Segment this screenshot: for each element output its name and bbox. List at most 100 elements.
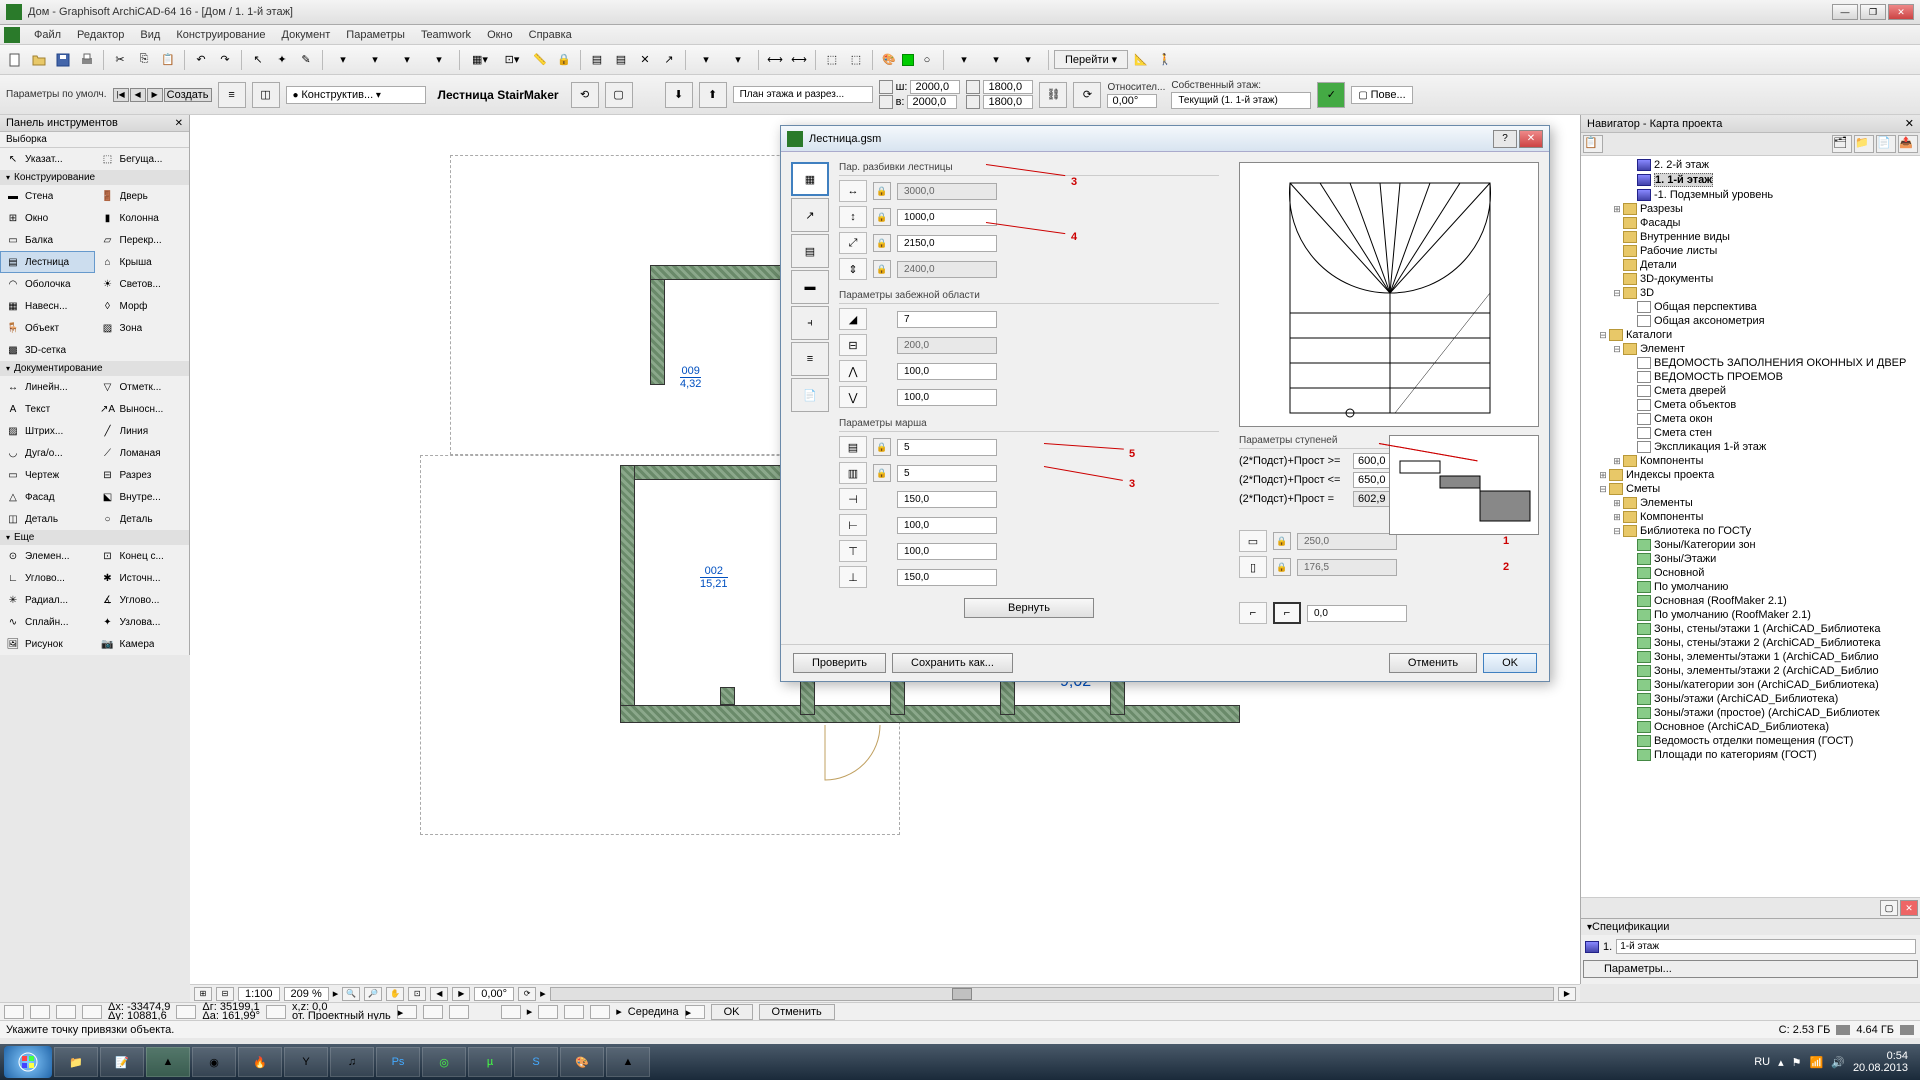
trace-icon[interactable]: ⬚ (821, 49, 843, 71)
menu-design[interactable]: Конструирование (168, 27, 273, 43)
coord-icon[interactable] (449, 1005, 469, 1019)
zoom-field[interactable]: 209 % (284, 987, 329, 1001)
roof-tool[interactable]: ⌂Крыша (95, 251, 190, 273)
view-dropdown-icon[interactable]: ▾ (981, 49, 1011, 71)
text-tool[interactable]: AТекст (0, 398, 95, 420)
open-icon[interactable] (28, 49, 50, 71)
detail-tool[interactable]: ○Деталь (95, 508, 190, 530)
zoom-icon[interactable]: 🔍 (342, 987, 360, 1001)
angle-field[interactable]: 0,00° (474, 987, 514, 1001)
prev-icon[interactable]: ◀ (430, 987, 448, 1001)
fit-icon[interactable]: ⊡ (408, 987, 426, 1001)
dim-field[interactable]: 1800,0 (983, 80, 1033, 94)
tray-icon[interactable]: ▴ (1778, 1056, 1784, 1069)
snap-icon[interactable] (501, 1005, 521, 1019)
new-icon[interactable] (4, 49, 26, 71)
node-tool[interactable]: ✦Узлова... (95, 611, 190, 633)
param-field[interactable]: 7 (897, 311, 997, 328)
cut-icon[interactable]: ✂ (109, 49, 131, 71)
paste-icon[interactable]: 📋 (157, 49, 179, 71)
menu-teamwork[interactable]: Teamwork (413, 27, 479, 43)
taskbar-archicad2[interactable]: ▲ (606, 1047, 650, 1077)
endpoint-tool[interactable]: ⊡Конец с... (95, 545, 190, 567)
taskbar-app[interactable]: ◉ (192, 1047, 236, 1077)
arc-tool[interactable]: ◡Дуга/о... (0, 442, 95, 464)
anchor-button[interactable]: ⬇ (665, 82, 693, 108)
line-tool[interactable]: ╱Линия (95, 420, 190, 442)
tab-geometry[interactable]: ▦ (791, 162, 829, 196)
dim-field[interactable]: 1800,0 (983, 95, 1033, 109)
taskbar-photoshop[interactable]: Ps (376, 1047, 420, 1077)
menu-document[interactable]: Документ (274, 27, 339, 43)
taskbar-torrent[interactable]: µ (468, 1047, 512, 1077)
figure-tool[interactable]: 🖼Рисунок (0, 633, 95, 655)
nav-tab-pub[interactable]: 📤 (1898, 135, 1918, 153)
expand-icon[interactable]: ▢ (1880, 900, 1898, 916)
param-field[interactable]: 5 (897, 439, 997, 456)
tab-structure[interactable]: ▤ (791, 234, 829, 268)
rotate-button[interactable]: ⟳ (1073, 82, 1101, 108)
menu-view[interactable]: Вид (132, 27, 168, 43)
mesh-tool[interactable]: ▩3D-сетка (0, 339, 95, 361)
color-icon[interactable]: ○ (916, 49, 938, 71)
coord-icon[interactable] (423, 1005, 443, 1019)
mid-icon[interactable]: ▸ (685, 1005, 705, 1019)
tray-flag-icon[interactable]: ⚑ (1792, 1056, 1802, 1069)
cross-icon[interactable]: ✕ (634, 49, 656, 71)
grid-icon[interactable]: ▦▾ (465, 49, 495, 71)
pan-icon[interactable]: ✋ (386, 987, 404, 1001)
light-tool[interactable]: ☀Светов... (95, 273, 190, 295)
param-field[interactable]: 2150,0 (897, 235, 997, 252)
help-button[interactable]: ? (1493, 130, 1517, 148)
rotate-icon[interactable]: ⟳ (518, 987, 536, 1001)
create-button[interactable]: Создать (164, 88, 212, 102)
tray-network-icon[interactable]: 📶 (1810, 1056, 1824, 1069)
anchor2-button[interactable]: ⬆ (699, 82, 727, 108)
doc-section[interactable]: Документирование (0, 361, 189, 376)
zone-tool[interactable]: ▨Зона (95, 317, 190, 339)
close-panel-icon[interactable]: ✕ (1905, 117, 1914, 130)
coord-icon[interactable] (56, 1005, 76, 1019)
lock-button[interactable]: 🔒 (873, 260, 891, 278)
more-section[interactable]: Еще (0, 530, 189, 545)
hatch-tool[interactable]: ▨Штрих... (0, 420, 95, 442)
morph-tool[interactable]: ◊Морф (95, 295, 190, 317)
scroll-right-icon[interactable]: ▶ (1558, 987, 1576, 1001)
slab-tool[interactable]: ▱Перекр... (95, 229, 190, 251)
angle-field[interactable]: 0,00° (1107, 94, 1157, 108)
view-dropdown-icon[interactable]: ▾ (949, 49, 979, 71)
zoom-icon[interactable]: ⊞ (194, 987, 212, 1001)
elev-tool[interactable]: △Фасад (0, 486, 95, 508)
ruler-icon[interactable]: 📏 (529, 49, 551, 71)
tab-listing[interactable]: 📄 (791, 378, 829, 412)
coord-icon[interactable] (82, 1005, 102, 1019)
redo-icon[interactable]: ↷ (214, 49, 236, 71)
zoom-icon[interactable]: 🔎 (364, 987, 382, 1001)
column-tool[interactable]: ▮Колонна (95, 207, 190, 229)
beam-tool[interactable]: ▭Балка (0, 229, 95, 251)
pov-combo[interactable]: ▢ Пове... (1351, 86, 1412, 104)
hscrollbar[interactable] (550, 987, 1554, 1001)
marquee-tool[interactable]: ⬚Бегуща... (95, 148, 190, 170)
worksheet-tool[interactable]: ◫Деталь (0, 508, 95, 530)
door-tool[interactable]: 🚪Дверь (95, 185, 190, 207)
menu-options[interactable]: Параметры (338, 27, 413, 43)
tray-volume-icon[interactable]: 🔊 (1831, 1056, 1845, 1069)
arrow-tool[interactable]: ↖Указат... (0, 148, 95, 170)
spline-tool[interactable]: ∿Сплайн... (0, 611, 95, 633)
coord-icon[interactable] (30, 1005, 50, 1019)
view-dropdown-icon[interactable]: ▾ (1013, 49, 1043, 71)
lock-button[interactable]: 🔒 (873, 182, 891, 200)
nav-tab-layout[interactable]: 📄 (1876, 135, 1896, 153)
place-button[interactable]: ▢ (605, 82, 633, 108)
poly-tool[interactable]: ⟋Ломаная (95, 442, 190, 464)
check-button[interactable]: Проверить (793, 653, 886, 673)
param-field[interactable]: 150,0 (897, 569, 997, 586)
dialog-close-button[interactable]: ✕ (1519, 130, 1543, 148)
object-tool[interactable]: 🪑Объект (0, 317, 95, 339)
prev-button[interactable]: ◀ (130, 88, 146, 102)
section-tool[interactable]: ⊟Разрез (95, 464, 190, 486)
wall-tool[interactable]: ▬Стена (0, 185, 95, 207)
taskbar-archicad[interactable]: ▲ (146, 1047, 190, 1077)
snap-icon[interactable]: ⊡▾ (497, 49, 527, 71)
